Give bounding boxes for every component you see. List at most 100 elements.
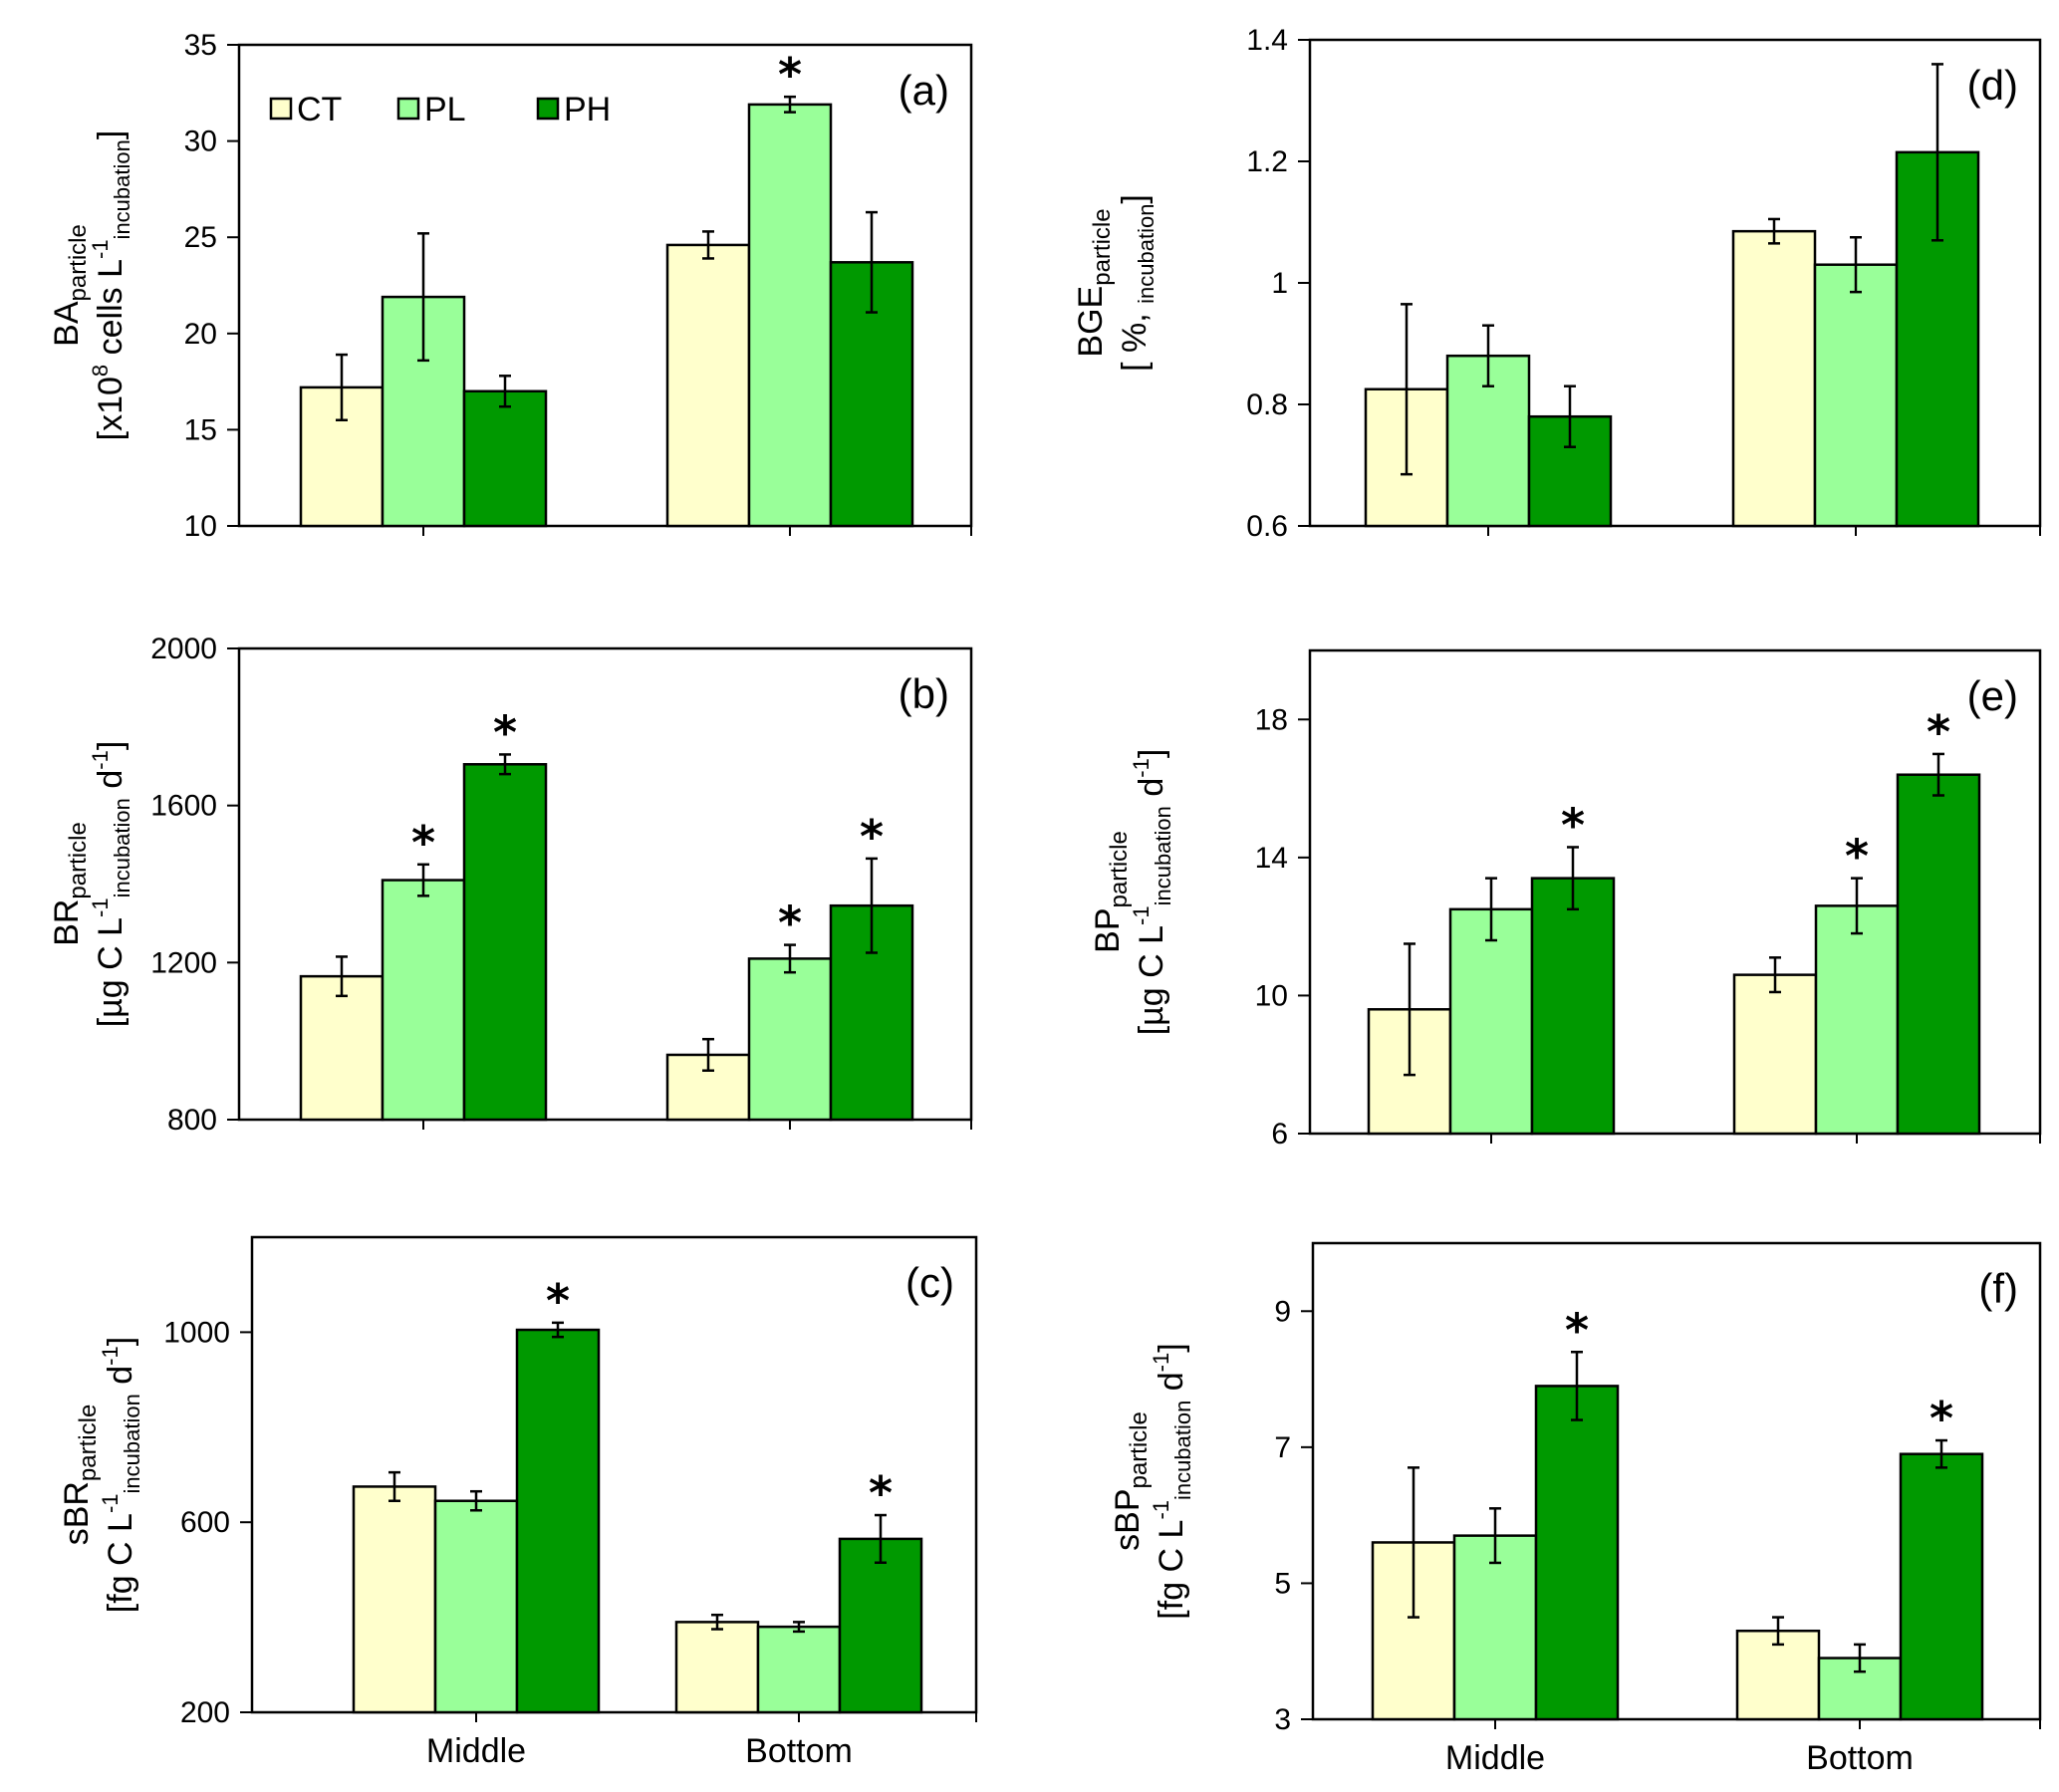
y-unit-close: ] <box>1133 749 1170 758</box>
panel-label: (a) <box>899 67 949 114</box>
y-unit-close: ] <box>102 1337 139 1346</box>
y-label-main: sBR <box>58 1481 96 1545</box>
y-tick-label: 1600 <box>150 790 217 823</box>
significance-star: * <box>1845 830 1869 884</box>
y-tick-label: 1000 <box>163 1316 230 1349</box>
legend-label-ct: CT <box>297 91 342 128</box>
y-tick-label: 800 <box>167 1104 217 1137</box>
y-axis-label-line1: BGEparticle <box>1072 208 1116 357</box>
y-tick-label: 20 <box>184 318 217 351</box>
legend-swatch-ct <box>269 97 293 121</box>
y-tick-label: 25 <box>184 221 217 254</box>
y-unit-sub: incubation <box>1151 806 1175 905</box>
significance-star: * <box>1930 1392 1953 1445</box>
y-axis-label-line1: BPparticle <box>1089 831 1133 953</box>
significance-star: * <box>778 48 802 102</box>
bar-ct-middle <box>299 974 385 1122</box>
y-label-main: BR <box>48 899 86 946</box>
bar-pl-bottom <box>756 1625 842 1714</box>
y-unit: [fg C L <box>1153 1520 1190 1620</box>
y-unit-end: d <box>102 1366 139 1394</box>
y-axis-label-line2: [x108 cells L-1incubation] <box>88 130 134 441</box>
y-unit: [µg C L <box>92 917 129 1027</box>
y-unit-end: d <box>1133 778 1170 806</box>
y-label-sub: particle <box>1126 1411 1153 1488</box>
significance-star: * <box>860 810 884 864</box>
y-tick-label: 9 <box>1274 1295 1291 1328</box>
y-tick-label: 1.2 <box>1246 145 1288 178</box>
y-axis-label-line2: [fg C L-1incubation d-1] <box>98 1337 144 1613</box>
bar-pl-bottom <box>1814 904 1900 1136</box>
y-unit-sup3: -1 <box>1149 1353 1173 1373</box>
y-axis-label: BAparticle[x108 cells L-1incubation] <box>48 130 134 441</box>
x-category-label: Bottom <box>745 1732 853 1770</box>
legend: CT PL PH <box>269 91 611 128</box>
y-tick-label: 10 <box>1255 979 1288 1012</box>
y-tick-label: 3 <box>1274 1703 1291 1736</box>
y-tick-label: 18 <box>1255 703 1288 736</box>
panel-label: (f) <box>1978 1265 2018 1312</box>
y-label-main: sBP <box>1109 1489 1147 1551</box>
y-tick-label: 1200 <box>150 946 217 979</box>
bar-pl-middle <box>1448 907 1534 1136</box>
bar-ph-middle <box>515 1328 601 1714</box>
legend-swatch-ph <box>536 97 560 121</box>
significance-star: * <box>1561 798 1585 852</box>
panel-label: (d) <box>1967 62 2018 109</box>
y-unit-sub: incubation <box>1134 204 1158 304</box>
y-unit-sup3: -1 <box>1129 758 1154 778</box>
x-category-label: Bottom <box>1806 1739 1914 1777</box>
panel-label: (e) <box>1967 672 2018 719</box>
y-axis-label-line1: BRparticle <box>48 822 92 946</box>
y-axis-label: sBRparticle[fg C L-1incubation d-1] <box>58 1337 144 1613</box>
y-unit-sub: incubation <box>110 798 134 897</box>
bar-pl-bottom <box>747 957 833 1122</box>
significance-star: * <box>869 1466 893 1520</box>
y-unit-end: ] <box>1116 194 1154 203</box>
panel-label: (c) <box>905 1259 954 1306</box>
y-axis-label-line1: sBPparticle <box>1109 1411 1153 1551</box>
y-label-main: BA <box>48 301 86 347</box>
bar-ct-bottom <box>1731 229 1817 528</box>
y-unit-close: ] <box>92 741 129 750</box>
y-tick-label: 10 <box>184 510 217 543</box>
bar-pl-bottom <box>747 103 833 528</box>
y-unit-sup3: -1 <box>98 1346 123 1366</box>
y-tick-label: 30 <box>184 126 217 158</box>
significance-star: * <box>546 1274 570 1328</box>
bar-ct-bottom <box>1732 973 1818 1136</box>
legend-label-pl: PL <box>424 91 466 128</box>
bar-ct-middle <box>352 1485 437 1714</box>
y-tick-label: 6 <box>1271 1118 1288 1151</box>
significance-star: * <box>1565 1303 1589 1357</box>
y-unit-sup3: -1 <box>88 750 113 770</box>
y-unit-end: d <box>92 770 129 798</box>
y-unit-sub: incubation <box>120 1394 144 1493</box>
bar-ph-bottom <box>838 1537 923 1714</box>
y-unit-sub: incubation <box>110 139 134 239</box>
y-unit-sup: -1 <box>98 1493 123 1513</box>
y-tick-label: 200 <box>180 1696 230 1729</box>
y-unit-end: d <box>1153 1372 1190 1400</box>
y-label-sub: particle <box>75 1405 102 1481</box>
significance-star: * <box>493 705 517 759</box>
y-axis-label: BRparticle[µg C L-1incubation d-1] <box>48 741 134 1028</box>
plot-frame <box>1308 648 2042 1136</box>
y-unit-sub: incubation <box>1170 1401 1195 1500</box>
y-unit: [µg C L <box>1133 925 1170 1035</box>
y-axis-label-line2: [ %, incubation] <box>1116 194 1158 372</box>
panel-label: (b) <box>899 670 949 717</box>
y-tick-label: 7 <box>1274 1431 1291 1464</box>
y-tick-label: 35 <box>184 29 217 62</box>
bar-pl-bottom <box>1813 263 1899 528</box>
y-unit-end: ] <box>92 130 129 139</box>
y-tick-label: 15 <box>184 413 217 446</box>
y-unit-rest: cells L <box>92 259 129 365</box>
legend-swatch-pl <box>396 97 420 121</box>
y-tick-label: 0.8 <box>1246 388 1288 421</box>
bar-ph-middle <box>1534 1385 1620 1721</box>
